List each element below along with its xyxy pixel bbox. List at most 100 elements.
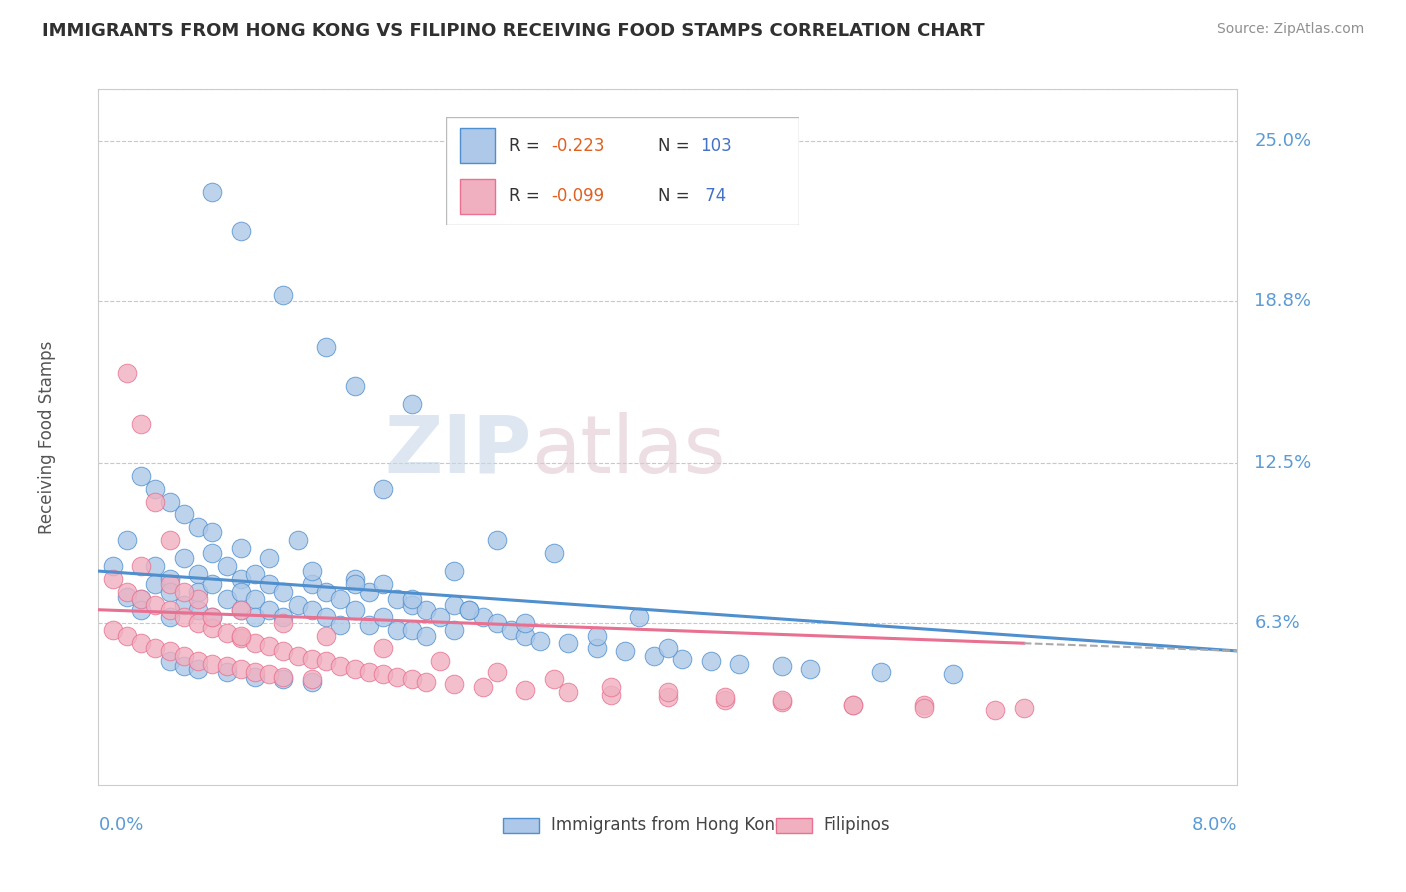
Point [371, 610, 394, 624]
Point [643, 649, 665, 664]
Point [159, 644, 181, 658]
Point [201, 525, 224, 540]
Point [315, 654, 337, 668]
Point [912, 700, 935, 714]
Point [273, 288, 295, 302]
Point [486, 665, 509, 679]
Point [229, 224, 252, 238]
Point [173, 598, 195, 612]
Point [457, 603, 479, 617]
Point [371, 482, 394, 496]
Point [287, 533, 309, 548]
Point [229, 584, 252, 599]
Point [301, 577, 323, 591]
Point [600, 680, 623, 694]
Point [343, 577, 366, 591]
Point [301, 674, 323, 689]
Point [401, 592, 423, 607]
Point [229, 631, 252, 645]
Point [770, 659, 793, 673]
Point [371, 641, 394, 656]
Point [145, 577, 167, 591]
Point [115, 628, 138, 642]
Point [515, 615, 537, 630]
Point [129, 603, 152, 617]
Point [529, 633, 551, 648]
Point [387, 670, 409, 684]
Point [201, 610, 224, 624]
Point [259, 551, 281, 566]
Point [273, 615, 295, 630]
Point [585, 628, 607, 642]
Point [600, 688, 623, 702]
Point [714, 690, 737, 705]
Point [215, 626, 238, 640]
Point [243, 636, 266, 650]
Point [799, 662, 821, 676]
Point [471, 680, 494, 694]
Point [301, 603, 323, 617]
Point [371, 577, 394, 591]
Point [657, 641, 679, 656]
Point [173, 659, 195, 673]
Point [145, 494, 167, 508]
Point [515, 628, 537, 642]
Point [159, 494, 181, 508]
Point [357, 618, 380, 632]
Point [728, 657, 751, 671]
Point [201, 186, 224, 200]
Point [301, 564, 323, 578]
Point [543, 546, 565, 560]
Point [201, 621, 224, 635]
Point [159, 533, 181, 548]
Point [443, 564, 465, 578]
Text: 8.0%: 8.0% [1192, 816, 1237, 834]
Point [984, 703, 1007, 717]
Point [443, 598, 465, 612]
Text: atlas: atlas [531, 412, 725, 490]
Point [401, 673, 423, 687]
Point [229, 541, 252, 555]
Point [273, 673, 295, 687]
Point [429, 654, 451, 668]
Point [187, 603, 209, 617]
Point [129, 592, 152, 607]
Point [273, 644, 295, 658]
Point [415, 674, 437, 689]
Point [173, 508, 195, 522]
Point [443, 677, 465, 691]
Point [159, 577, 181, 591]
Point [159, 610, 181, 624]
Point [770, 696, 793, 710]
Point [671, 651, 693, 665]
Point [229, 662, 252, 676]
Point [273, 670, 295, 684]
Point [159, 654, 181, 668]
Point [357, 584, 380, 599]
Point [415, 628, 437, 642]
Point [215, 558, 238, 573]
Point [129, 636, 152, 650]
Point [187, 662, 209, 676]
Point [101, 572, 124, 586]
Point [187, 566, 209, 581]
Point [145, 641, 167, 656]
Point [215, 592, 238, 607]
Text: 0.0%: 0.0% [98, 816, 143, 834]
Text: 25.0%: 25.0% [1254, 132, 1312, 150]
Text: IMMIGRANTS FROM HONG KONG VS FILIPINO RECEIVING FOOD STAMPS CORRELATION CHART: IMMIGRANTS FROM HONG KONG VS FILIPINO RE… [42, 22, 984, 40]
Point [557, 636, 579, 650]
Point [101, 558, 124, 573]
Point [173, 649, 195, 664]
Text: 6.3%: 6.3% [1254, 614, 1301, 632]
Point [371, 667, 394, 681]
Point [259, 639, 281, 653]
Point [201, 546, 224, 560]
Point [842, 698, 865, 712]
Point [699, 654, 721, 668]
Point [187, 615, 209, 630]
Point [243, 610, 266, 624]
Point [115, 366, 138, 380]
Point [129, 592, 152, 607]
Point [287, 649, 309, 664]
